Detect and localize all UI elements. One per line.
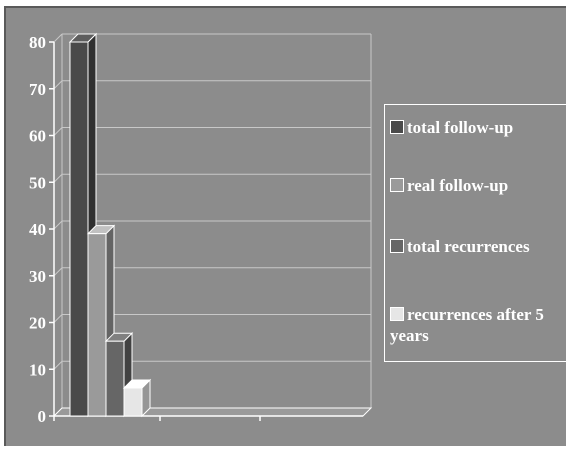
legend-swatch bbox=[390, 120, 404, 134]
y-tick-label: 60 bbox=[29, 127, 46, 146]
bar-total-recurrences bbox=[105, 340, 125, 417]
gridline-diagonal bbox=[53, 267, 63, 277]
bar-recurrences-after-5-years bbox=[123, 387, 143, 417]
bar-real-follow-up bbox=[87, 233, 107, 417]
y-tick-label: 50 bbox=[29, 173, 46, 192]
gridline-diagonal bbox=[53, 33, 63, 43]
chart-frame: 0 10 20 30 40 50 60 70 80 total follow-up real f… bbox=[4, 6, 566, 446]
legend-label: total follow-up bbox=[407, 118, 514, 137]
legend-swatch bbox=[390, 239, 404, 253]
legend-item-total-follow-up: total follow-up bbox=[390, 117, 566, 138]
gridline-diagonal bbox=[53, 314, 63, 323]
gridline-diagonal bbox=[53, 80, 63, 90]
gridline-diagonal bbox=[53, 360, 63, 370]
y-tick-label: 0 bbox=[38, 407, 47, 426]
gridline-diagonal bbox=[53, 127, 63, 136]
gridline-diagonal bbox=[53, 173, 63, 183]
gridline-diagonal bbox=[53, 220, 63, 230]
chart-plot: 0 10 20 30 40 50 60 70 80 bbox=[29, 32, 373, 426]
legend-item-total-recurrences: total recurrences bbox=[390, 236, 566, 257]
legend-label: total recurrences bbox=[407, 237, 530, 256]
y-tick-label: 70 bbox=[29, 80, 46, 99]
legend-label: recurrences after 5 years bbox=[390, 305, 544, 345]
legend-swatch bbox=[390, 178, 404, 192]
legend-item-recurrences-after-5-years: recurrences after 5 years bbox=[390, 304, 566, 346]
bar-total-follow-up bbox=[69, 41, 89, 417]
y-tick-label: 40 bbox=[29, 220, 46, 239]
y-tick-label: 80 bbox=[29, 33, 46, 52]
y-tick-label: 30 bbox=[29, 267, 46, 286]
y-tick-label: 10 bbox=[29, 360, 46, 379]
y-tick-label: 20 bbox=[29, 314, 46, 333]
legend-label: real follow-up bbox=[407, 176, 509, 195]
legend-item-real-follow-up: real follow-up bbox=[390, 175, 566, 196]
legend-swatch bbox=[390, 307, 404, 321]
legend: total follow-up real follow-up total rec… bbox=[384, 104, 566, 362]
